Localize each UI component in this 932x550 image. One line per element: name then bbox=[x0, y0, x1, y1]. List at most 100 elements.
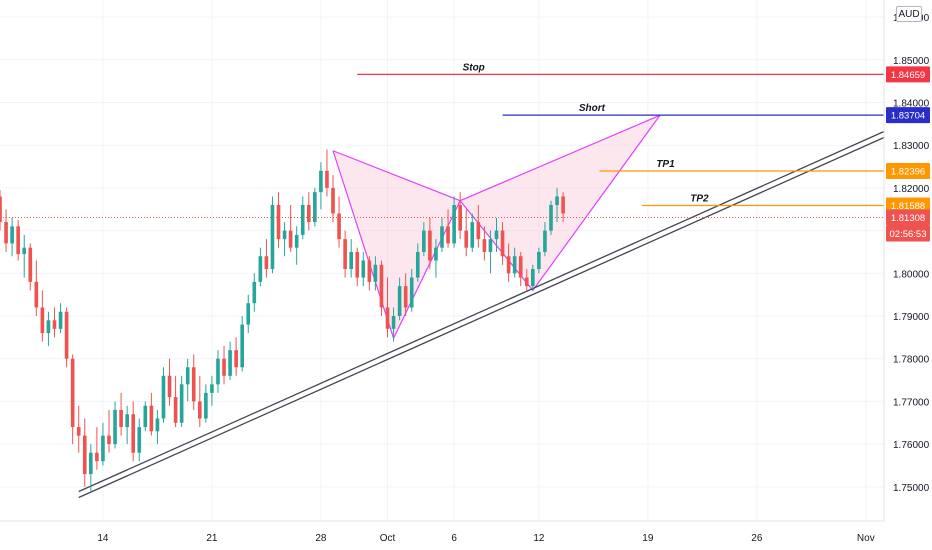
candle-body bbox=[506, 256, 511, 274]
price-badge-short-bg bbox=[886, 107, 930, 124]
x-tick-label: 26 bbox=[751, 533, 763, 544]
candle-body bbox=[252, 281, 257, 304]
pattern-fill bbox=[460, 115, 660, 291]
candle-body bbox=[167, 375, 172, 398]
countdown-badge-bg bbox=[886, 225, 930, 242]
candle-body bbox=[391, 316, 396, 329]
price-badge-tp2: 1.81588 bbox=[891, 201, 925, 212]
candle-body bbox=[543, 230, 547, 252]
candle-body bbox=[28, 247, 33, 282]
candle-body bbox=[125, 414, 129, 428]
x-tick-label: 21 bbox=[206, 533, 218, 544]
y-tick-label: 1.75000 bbox=[893, 483, 930, 494]
candle-body bbox=[16, 226, 20, 255]
candle-body bbox=[488, 239, 493, 252]
candle-body bbox=[361, 260, 366, 278]
time-axis[interactable]: 14 21 28 Oct 6 12 19 26 Nov bbox=[0, 520, 884, 544]
candle-body bbox=[524, 277, 529, 287]
candle-body bbox=[228, 350, 232, 376]
candle-body bbox=[34, 281, 39, 308]
candle-body bbox=[440, 226, 444, 248]
candle-body bbox=[101, 435, 105, 462]
candle-body bbox=[500, 230, 505, 257]
currency-badge[interactable]: AUD bbox=[896, 6, 922, 22]
candle-body bbox=[89, 452, 93, 475]
candle-body bbox=[409, 277, 414, 308]
candle-body bbox=[537, 251, 541, 270]
price-badge-tp1: 1.82396 bbox=[891, 166, 925, 177]
countdown-badge: 02:56:53 bbox=[890, 229, 927, 240]
candle-body bbox=[131, 414, 136, 453]
y-tick-label: 1.83000 bbox=[893, 141, 930, 152]
y-tick-label: 1.78000 bbox=[893, 355, 930, 366]
candle-body bbox=[76, 427, 81, 436]
candle-body bbox=[482, 239, 487, 252]
candle-body bbox=[470, 222, 475, 248]
candle-body bbox=[549, 204, 553, 231]
candle-body bbox=[149, 405, 154, 432]
price-badge-short: 1.83704 bbox=[891, 111, 925, 122]
pattern-fill bbox=[333, 150, 461, 339]
candle-body bbox=[282, 230, 287, 240]
price-badge-stop-bg bbox=[886, 66, 930, 83]
candle-body bbox=[173, 397, 178, 423]
candle-body bbox=[367, 260, 372, 282]
candle-body bbox=[95, 452, 99, 462]
candle-body bbox=[561, 196, 565, 214]
y-tick-label: 1.76000 bbox=[893, 440, 930, 451]
level-label-stop: Stop bbox=[463, 62, 485, 73]
candle-body bbox=[119, 409, 123, 428]
x-tick-label: 14 bbox=[97, 533, 109, 544]
candle-body bbox=[446, 226, 450, 244]
candle-body bbox=[40, 307, 45, 334]
candle-body bbox=[313, 192, 317, 223]
candle-body bbox=[270, 204, 275, 270]
trendline[interactable] bbox=[78, 130, 885, 499]
candle-body bbox=[246, 303, 251, 325]
candle-body bbox=[294, 234, 299, 248]
candle-body bbox=[325, 170, 329, 188]
candle-body bbox=[379, 264, 384, 308]
candle-body bbox=[155, 418, 160, 432]
price-badge-stop: 1.84659 bbox=[891, 70, 925, 81]
candle-body bbox=[306, 204, 311, 223]
y-tick-label: 1.82000 bbox=[893, 184, 930, 195]
level-label-tp2: TP2 bbox=[690, 193, 709, 204]
candle-body bbox=[204, 392, 208, 419]
candle-body bbox=[300, 204, 305, 235]
level-label-tp1: TP1 bbox=[656, 159, 675, 170]
candle-body bbox=[331, 187, 335, 214]
pattern-xb-line bbox=[332, 150, 461, 202]
y-tick-label: 1.79000 bbox=[893, 312, 930, 323]
candle-body bbox=[22, 247, 27, 255]
price-levels[interactable]: Stop Short TP1 TP2 bbox=[0, 62, 884, 218]
pattern-bd-line bbox=[459, 114, 661, 202]
candle-body bbox=[512, 256, 517, 274]
candle-body bbox=[234, 350, 238, 368]
candle-body bbox=[107, 435, 111, 445]
price-badge-current-bg bbox=[886, 209, 930, 226]
level-label-short: Short bbox=[579, 103, 606, 114]
candle-body bbox=[64, 311, 69, 359]
candle-body bbox=[191, 367, 196, 402]
candle-body bbox=[434, 247, 438, 261]
y-tick-label: 1.85000 bbox=[893, 56, 930, 67]
candle-body bbox=[10, 226, 14, 244]
candle-body bbox=[518, 256, 523, 278]
candle-body bbox=[137, 427, 142, 453]
y-tick-label: 1.77000 bbox=[893, 397, 930, 408]
candle-body bbox=[0, 196, 2, 223]
candle-body bbox=[555, 196, 559, 205]
price-badge-current: 1.81308 bbox=[891, 213, 925, 224]
candle-body bbox=[385, 307, 390, 329]
candle-body bbox=[222, 358, 226, 376]
candle-body bbox=[70, 358, 75, 428]
candle-body bbox=[216, 358, 220, 385]
candle-body bbox=[349, 251, 353, 270]
x-tick-label: 12 bbox=[533, 533, 545, 544]
candle-body bbox=[58, 311, 63, 329]
x-tick-label: 19 bbox=[642, 533, 654, 544]
candle-body bbox=[403, 286, 408, 308]
